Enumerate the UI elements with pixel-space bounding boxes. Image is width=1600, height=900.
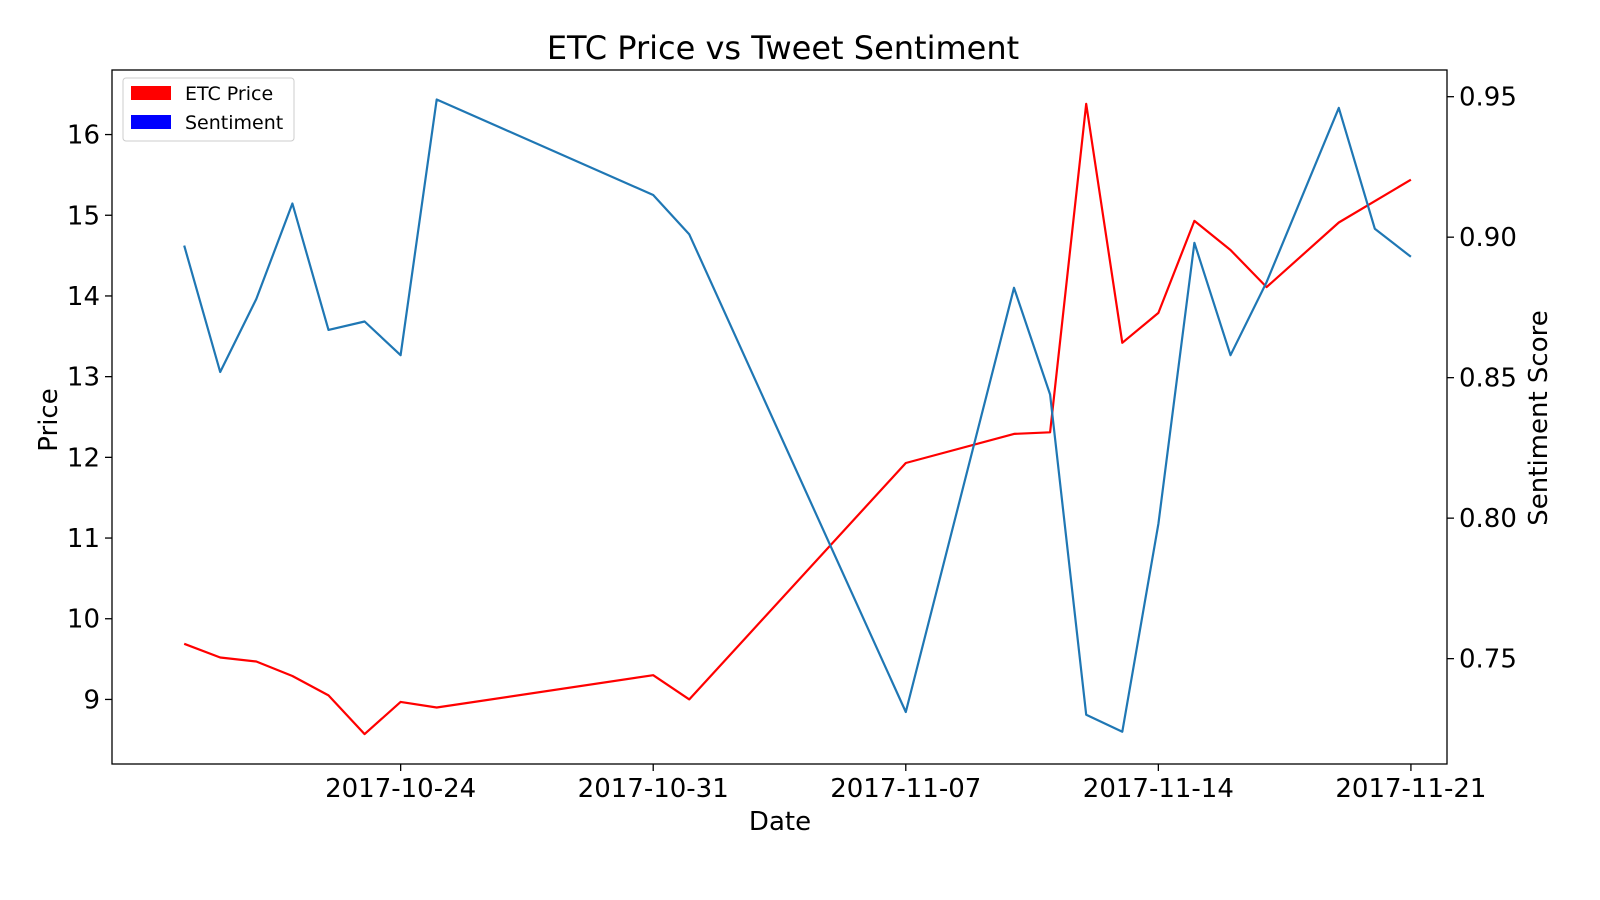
y-tick-label: 13	[67, 363, 100, 393]
x-tick-label: 2017-10-31	[578, 774, 729, 804]
legend-label-etc-price: ETC Price	[185, 83, 273, 105]
y2-tick-label: 0.80	[1459, 504, 1517, 534]
legend-swatch-sentiment	[131, 115, 171, 129]
y2-tick-label: 0.85	[1459, 364, 1517, 394]
y-tick-label: 15	[67, 201, 100, 231]
series-line-etc-price	[183, 102, 1412, 736]
y-axis-right: 0.75 0.80 0.85 0.90 0.95	[1447, 83, 1517, 675]
x-tick-label: 2017-10-24	[325, 774, 476, 804]
y2-axis-label: Sentiment Score	[1524, 310, 1554, 525]
legend: ETC Price Sentiment	[122, 77, 295, 142]
y-tick-label: 16	[67, 121, 100, 151]
series-layer	[183, 98, 1412, 736]
y-axis-label: Price	[34, 388, 64, 451]
y-axis-left: 9 10 11 12 13 14 15 16	[67, 121, 112, 715]
y-tick-label: 9	[83, 685, 100, 715]
y-tick-label: 11	[67, 524, 100, 554]
x-tick-label: 2017-11-07	[830, 774, 981, 804]
y2-tick-label: 0.95	[1459, 83, 1517, 113]
x-tick-label: 2017-11-14	[1083, 774, 1234, 804]
y-tick-label: 10	[67, 605, 100, 635]
x-tick-label: 2017-11-21	[1335, 774, 1486, 804]
x-axis: 2017-10-24 2017-10-31 2017-11-07 2017-11-14…	[325, 764, 1486, 804]
y-tick-label: 14	[67, 282, 100, 312]
y2-tick-label: 0.90	[1459, 223, 1517, 253]
y2-tick-label: 0.75	[1459, 645, 1517, 675]
legend-label-sentiment: Sentiment	[185, 112, 283, 134]
plot-area	[111, 69, 1448, 765]
y-tick-label: 12	[67, 443, 100, 473]
x-axis-label: Date	[749, 807, 811, 837]
legend-swatch-etc-price	[131, 86, 171, 100]
series-line-sentiment	[183, 98, 1412, 733]
chart-title: ETC Price vs Tweet Sentiment	[547, 29, 1019, 67]
